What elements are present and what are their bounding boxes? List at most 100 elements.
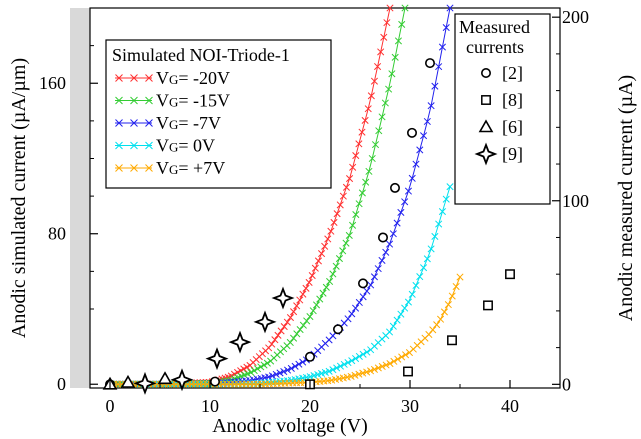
simulated-point bbox=[280, 322, 288, 331]
measured-point bbox=[447, 335, 457, 346]
measured-point bbox=[406, 127, 417, 138]
simulated-point bbox=[303, 317, 311, 325]
simulated-point bbox=[363, 368, 371, 376]
simulated-point bbox=[355, 370, 363, 378]
y-left-tick-label: 80 bbox=[48, 224, 66, 244]
simulated-point bbox=[312, 301, 321, 309]
simulated-point bbox=[325, 367, 333, 375]
simulated-point bbox=[374, 364, 382, 372]
simulated-point bbox=[389, 322, 397, 330]
legend-measured: Measured currents [2] [8] [6] [9] bbox=[454, 13, 551, 205]
legend-vg-value: = 0V bbox=[178, 136, 215, 156]
simulated-point bbox=[293, 330, 301, 338]
simulated-point bbox=[349, 163, 357, 171]
simulated-point bbox=[438, 43, 446, 51]
simulated-point bbox=[299, 321, 307, 329]
simulated-point bbox=[433, 321, 441, 329]
x-tick-label: 20 bbox=[301, 396, 319, 416]
x-tick-label: 10 bbox=[201, 396, 219, 416]
legend-vg-subscript: G bbox=[169, 162, 178, 177]
measured-point bbox=[332, 324, 343, 335]
simulated-point bbox=[355, 352, 363, 360]
simulated-point bbox=[250, 367, 258, 375]
simulated-point bbox=[371, 141, 380, 149]
simulated-point bbox=[309, 307, 317, 315]
legend-simulated-title: Simulated NOI-Triode-1 bbox=[112, 45, 290, 65]
simulated-point bbox=[283, 318, 291, 326]
simulated-point bbox=[276, 369, 284, 377]
legend-simulated-label: VG= 0V bbox=[156, 136, 215, 156]
legend-swatch-mark bbox=[145, 141, 153, 150]
simulated-point bbox=[346, 175, 354, 183]
simulated-point bbox=[362, 178, 370, 186]
simulated-point bbox=[342, 183, 350, 191]
legend-swatch-mark bbox=[145, 96, 153, 105]
axes-group: 0 10 20 30 40 0 80 160 0 100 200 bbox=[39, 7, 589, 416]
legend-measured-marker bbox=[478, 119, 494, 133]
simulated-point bbox=[420, 132, 428, 140]
legend-vg-subscript: G bbox=[169, 117, 178, 132]
measured-point bbox=[505, 269, 515, 280]
simulated-point bbox=[284, 366, 292, 374]
legend-swatch-mark bbox=[130, 164, 138, 172]
simulated-point bbox=[359, 369, 367, 377]
legend-vg-symbol: V bbox=[156, 136, 169, 156]
measured-point bbox=[424, 58, 435, 69]
legend-vg-subscript: G bbox=[169, 95, 178, 110]
simulated-point bbox=[355, 200, 363, 208]
simulated-point bbox=[394, 355, 402, 363]
legend-simulated-entry-4: VG= +7V bbox=[115, 158, 225, 178]
simulated-point bbox=[358, 128, 366, 136]
simulated-point bbox=[342, 239, 350, 247]
simulated-point bbox=[351, 371, 359, 379]
simulated-point bbox=[335, 255, 343, 263]
legend-measured-entry-1: [8] bbox=[481, 90, 523, 110]
simulated-point bbox=[448, 292, 456, 300]
y-right-tick-label: 100 bbox=[562, 191, 589, 211]
simulated-point bbox=[442, 23, 450, 32]
simulated-point bbox=[412, 160, 420, 168]
simulated-point bbox=[381, 99, 389, 107]
y-axis-left-label: Anodic simulated current (µA/µm) bbox=[8, 58, 30, 338]
x-tick-label: 30 bbox=[401, 396, 419, 416]
simulated-point bbox=[382, 248, 390, 256]
simulated-point bbox=[401, 304, 409, 312]
legend-measured-label: [9] bbox=[502, 144, 523, 164]
simulated-point bbox=[402, 351, 410, 359]
legend-swatch-mark bbox=[115, 141, 123, 150]
simulated-point bbox=[274, 331, 282, 339]
simulated-point bbox=[446, 183, 454, 191]
simulated-point bbox=[391, 53, 399, 61]
legend-measured-entry-3: [9] bbox=[474, 142, 523, 166]
simulated-point bbox=[340, 360, 348, 368]
simulated-point bbox=[429, 326, 437, 334]
simulated-point bbox=[318, 250, 326, 258]
legend-swatch-mark bbox=[130, 141, 138, 150]
simulated-point bbox=[427, 245, 435, 253]
measured-point bbox=[133, 371, 157, 395]
legend-simulated-entry-0: VG= -20V bbox=[115, 68, 230, 88]
simulated-point bbox=[423, 117, 431, 126]
simulated-point bbox=[394, 37, 402, 45]
simulated-point bbox=[397, 310, 405, 318]
simulated-point bbox=[359, 350, 367, 358]
legend-measured-label: [6] bbox=[502, 117, 523, 137]
legend-vg-symbol: V bbox=[156, 158, 169, 178]
simulated-point bbox=[268, 372, 276, 380]
measured-point bbox=[304, 351, 315, 362]
measured-point bbox=[389, 182, 400, 193]
measured-point bbox=[253, 310, 277, 334]
legend-simulated-label: VG= -20V bbox=[156, 68, 230, 88]
simulated-point bbox=[408, 174, 416, 182]
legend-vg-value: = -20V bbox=[178, 68, 230, 88]
simulated-point bbox=[367, 281, 375, 289]
legend-measured-marker bbox=[481, 95, 491, 105]
simulated-point bbox=[374, 62, 382, 71]
simulated-point bbox=[420, 264, 428, 272]
legend-vg-value: = -15V bbox=[178, 91, 230, 111]
simulated-point bbox=[305, 278, 313, 286]
simulated-point bbox=[386, 359, 394, 368]
simulated-point bbox=[333, 364, 341, 372]
measured-point bbox=[228, 330, 252, 354]
